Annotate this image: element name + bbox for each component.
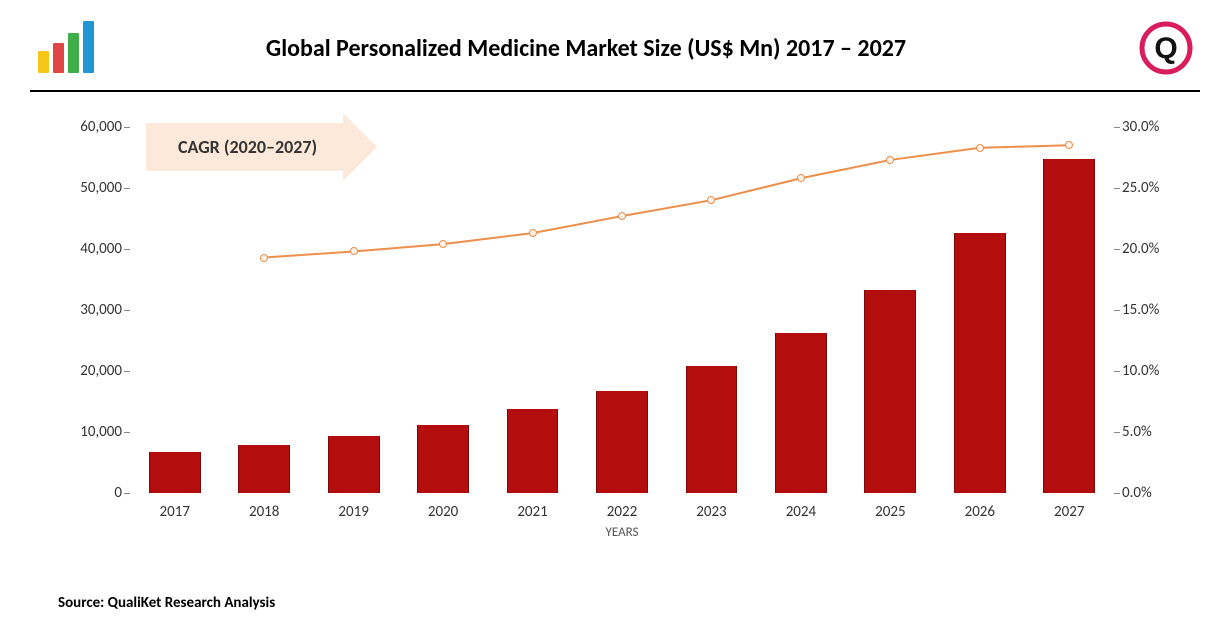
y-left-label: 20,000 <box>80 362 130 380</box>
y-right-label: 15.0% <box>1114 301 1159 319</box>
line-marker <box>1065 141 1073 149</box>
line-marker <box>529 229 537 237</box>
bar <box>864 290 916 493</box>
arrow-head-icon <box>343 113 377 181</box>
x-label: 2017 <box>160 493 190 521</box>
chart-container: YEARS 010,00020,00030,00040,00050,00060,… <box>58 117 1180 547</box>
line-marker <box>618 212 626 220</box>
cagr-badge: CAGR (2020–2027) <box>146 123 377 171</box>
y-right-label: 10.0% <box>1114 362 1159 380</box>
svg-text:Q: Q <box>1154 32 1177 65</box>
y-right-label: 30.0% <box>1114 118 1159 136</box>
line-marker <box>707 196 715 204</box>
x-label: 2023 <box>696 493 726 521</box>
y-right-label: 25.0% <box>1114 179 1159 197</box>
line-marker <box>797 174 805 182</box>
header: Global Personalized Medicine Market Size… <box>0 0 1230 86</box>
x-label: 2026 <box>965 493 995 521</box>
plot-area: YEARS 010,00020,00030,00040,00050,00060,… <box>130 127 1114 493</box>
y-left-label: 60,000 <box>80 118 130 136</box>
bar <box>954 233 1006 493</box>
x-label: 2027 <box>1054 493 1084 521</box>
line-marker <box>886 156 894 164</box>
bar <box>596 391 648 493</box>
bar <box>328 436 380 493</box>
line-marker <box>976 144 984 152</box>
line-marker <box>260 254 268 262</box>
x-label: 2018 <box>249 493 279 521</box>
bar <box>775 333 827 493</box>
x-label: 2019 <box>338 493 368 521</box>
y-left-label: 10,000 <box>80 423 130 441</box>
y-left-label: 30,000 <box>80 301 130 319</box>
bar <box>149 452 201 493</box>
x-label: 2021 <box>517 493 547 521</box>
y-left-label: 50,000 <box>80 179 130 197</box>
brand-logo-icon: Q <box>1138 20 1194 76</box>
bar <box>686 366 738 493</box>
bar <box>238 445 290 493</box>
source-attribution: Source: QualiKet Research Analysis <box>58 594 275 612</box>
line-marker <box>350 247 358 255</box>
line-marker <box>439 240 447 248</box>
chart-title: Global Personalized Medicine Market Size… <box>34 34 1138 63</box>
x-label: 2024 <box>786 493 816 521</box>
x-label: 2022 <box>607 493 637 521</box>
bar <box>1043 159 1095 493</box>
x-label: 2025 <box>875 493 905 521</box>
bar <box>417 425 469 493</box>
y-right-label: 20.0% <box>1114 240 1159 258</box>
x-label: 2020 <box>428 493 458 521</box>
y-left-label: 40,000 <box>80 240 130 258</box>
cagr-label: CAGR (2020–2027) <box>146 123 343 171</box>
divider <box>30 90 1200 92</box>
bar <box>507 409 559 493</box>
